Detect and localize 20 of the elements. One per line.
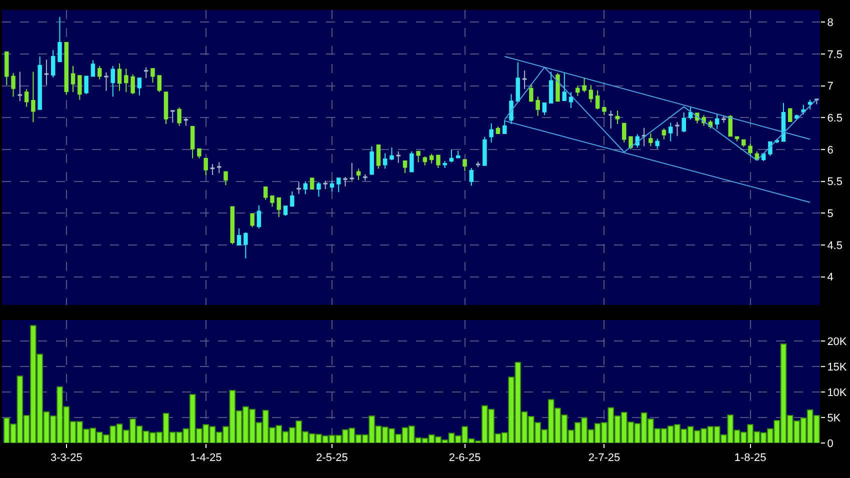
y-tick-label: 4 <box>827 272 834 284</box>
y-tick-label: 7 <box>827 80 834 93</box>
x-tick-label: 3-3-25 <box>50 452 82 464</box>
y-tick-label: 4.5 <box>827 240 842 252</box>
y-tick-label: 5.5 <box>827 176 842 188</box>
x-tick-label: 1-4-25 <box>190 452 222 464</box>
x-tick-label: 1-8-25 <box>734 452 766 464</box>
x-tick-label: 2-7-25 <box>588 452 620 464</box>
x-tick-label: 2-5-25 <box>316 452 348 464</box>
y-tick-label: 15K <box>827 361 848 374</box>
y-tick-label: 8 <box>827 16 834 29</box>
y-tick-label: 10K <box>827 386 848 399</box>
y-tick-label: 0 <box>827 438 834 450</box>
y-tick-label: 6 <box>827 144 834 156</box>
y-tick-label: 5K <box>827 412 842 424</box>
x-tick-label: 2-6-25 <box>448 452 481 464</box>
y-tick-label: 20K <box>827 336 848 348</box>
y-tick-label: 6.5 <box>827 112 842 124</box>
y-tick-label: 5 <box>827 208 834 220</box>
y-tick-label: 7.5 <box>827 48 842 61</box>
